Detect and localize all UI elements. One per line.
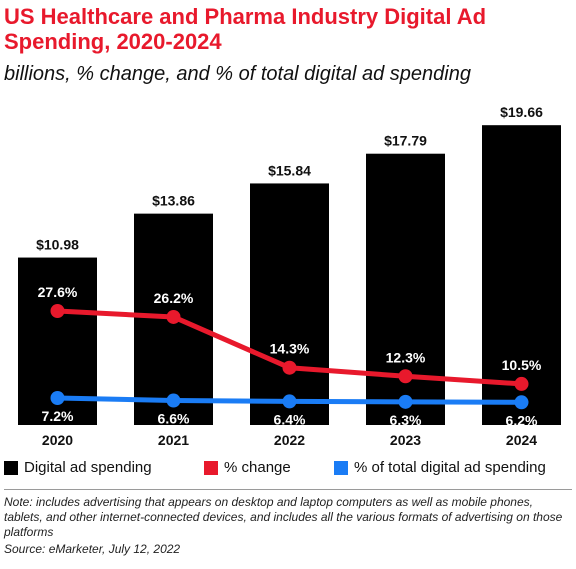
legend-label: % change: [224, 459, 291, 476]
bar-value-label: $19.66: [500, 104, 543, 120]
legend-item-percent-of-total: % of total digital ad spending: [334, 459, 546, 476]
x-tick-label: 2024: [506, 432, 537, 448]
percent-change-label: 10.5%: [502, 357, 542, 373]
x-tick-label: 2021: [158, 432, 189, 448]
percent-change-point: [398, 369, 413, 384]
bar-value-label: $10.98: [36, 237, 79, 253]
bar-value-label: $13.86: [152, 193, 195, 209]
percent-change-point: [50, 304, 65, 318]
percent-change-point: [514, 376, 529, 391]
bar-2023: [366, 153, 445, 425]
legend-label: Digital ad spending: [24, 459, 152, 476]
percent-of-total-point: [166, 393, 181, 408]
percent-change-point: [166, 309, 181, 324]
footnote: Note: includes advertising that appears …: [4, 495, 563, 539]
percent-of-total-label: 7.2%: [42, 408, 74, 424]
percent-of-total-label: 6.2%: [506, 412, 538, 428]
source-line: Source: eMarketer, July 12, 2022: [4, 542, 181, 556]
percent-change-label: 27.6%: [38, 284, 78, 300]
footer-divider: [4, 489, 572, 490]
percent-of-total-point: [50, 391, 65, 405]
chart-plot: $10.98 $13.86 $15.84 $17.79 $19.66 2020 2021 20…: [18, 104, 561, 448]
legend-swatch-bar: [4, 460, 18, 475]
legend-item-digital-ad-spending: Digital ad spending: [4, 459, 152, 476]
percent-of-total-label: 6.6%: [158, 411, 190, 427]
percent-change-label: 12.3%: [386, 349, 426, 365]
percent-of-total-label: 6.3%: [390, 412, 422, 428]
percent-of-total-label: 6.4%: [274, 411, 306, 427]
legend-label: % of total digital ad spending: [354, 459, 546, 476]
x-tick-label: 2022: [274, 432, 305, 448]
percent-of-total-point: [514, 395, 529, 410]
percent-change-point: [282, 360, 297, 375]
percent-of-total-point: [398, 394, 413, 409]
legend-swatch-change: [204, 460, 218, 475]
x-tick-label: 2020: [42, 432, 73, 448]
percent-of-total-point: [282, 394, 297, 409]
bar-2022: [250, 183, 329, 425]
bar-2024: [482, 125, 561, 425]
legend-swatch-share: [334, 460, 348, 475]
percent-change-label: 26.2%: [154, 290, 194, 306]
legend: Digital ad spending % change % of total …: [4, 459, 576, 479]
bar-value-label: $15.84: [268, 162, 311, 178]
chart-title: US Healthcare and Pharma Industry Digita…: [4, 4, 487, 54]
x-tick-label: 2023: [390, 432, 421, 448]
legend-item-percent-change: % change: [204, 459, 291, 476]
chart-subtitle: billions, % change, and % of total digit…: [4, 63, 471, 85]
percent-change-label: 14.3%: [270, 341, 310, 357]
bar-value-label: $17.79: [384, 133, 427, 149]
